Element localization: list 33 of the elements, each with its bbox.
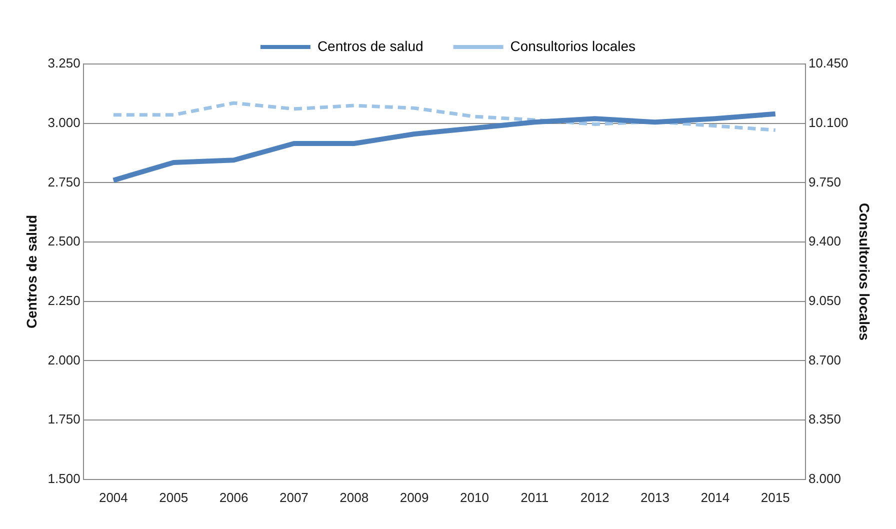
x-tick-label: 2014 bbox=[700, 490, 730, 505]
y-tick-label: 2.500 bbox=[48, 234, 80, 249]
legend-label: Centros de salud bbox=[317, 38, 424, 54]
y-tick-label: 3.000 bbox=[48, 114, 80, 130]
x-tick-label: 2009 bbox=[400, 490, 429, 505]
y-tick-label: 3.250 bbox=[48, 56, 80, 71]
y2-tick-label: 9.050 bbox=[808, 292, 841, 308]
y-tick-label: 2.750 bbox=[48, 174, 80, 190]
x-tick-label: 2005 bbox=[159, 490, 188, 505]
x-tick-label: 2012 bbox=[580, 490, 610, 505]
y2-tick-label: 10.450 bbox=[808, 56, 848, 71]
y-tick-label: 2.250 bbox=[48, 292, 80, 308]
x-tick-label: 2007 bbox=[279, 490, 308, 505]
y-axis-title: Centros de salud bbox=[23, 214, 40, 328]
x-tick-label: 2015 bbox=[760, 490, 790, 505]
legend-label: Consultorios locales bbox=[510, 38, 636, 54]
x-tick-label: 2006 bbox=[219, 490, 248, 505]
y2-tick-label: 9.750 bbox=[808, 174, 841, 190]
y-tick-label: 1.500 bbox=[48, 470, 80, 486]
x-tick-label: 2010 bbox=[460, 490, 489, 505]
y2-tick-label: 8.700 bbox=[808, 352, 841, 368]
line-series bbox=[112, 101, 778, 132]
y-tick-label: 2.000 bbox=[48, 352, 80, 368]
x-tick-label: 2013 bbox=[640, 490, 670, 505]
y2-tick-label: 8.350 bbox=[808, 412, 841, 427]
y2-tick-label: 10.100 bbox=[808, 114, 848, 130]
x-tick-label: 2004 bbox=[98, 490, 128, 505]
y2-tick-label: 9.400 bbox=[808, 234, 841, 249]
y2-axis-title: Consultorios locales bbox=[856, 202, 873, 341]
y2-tick-label: 8.000 bbox=[808, 470, 841, 486]
x-tick-label: 2011 bbox=[520, 490, 549, 505]
x-tick-label: 2008 bbox=[340, 490, 369, 505]
y-tick-label: 1.750 bbox=[48, 412, 80, 427]
